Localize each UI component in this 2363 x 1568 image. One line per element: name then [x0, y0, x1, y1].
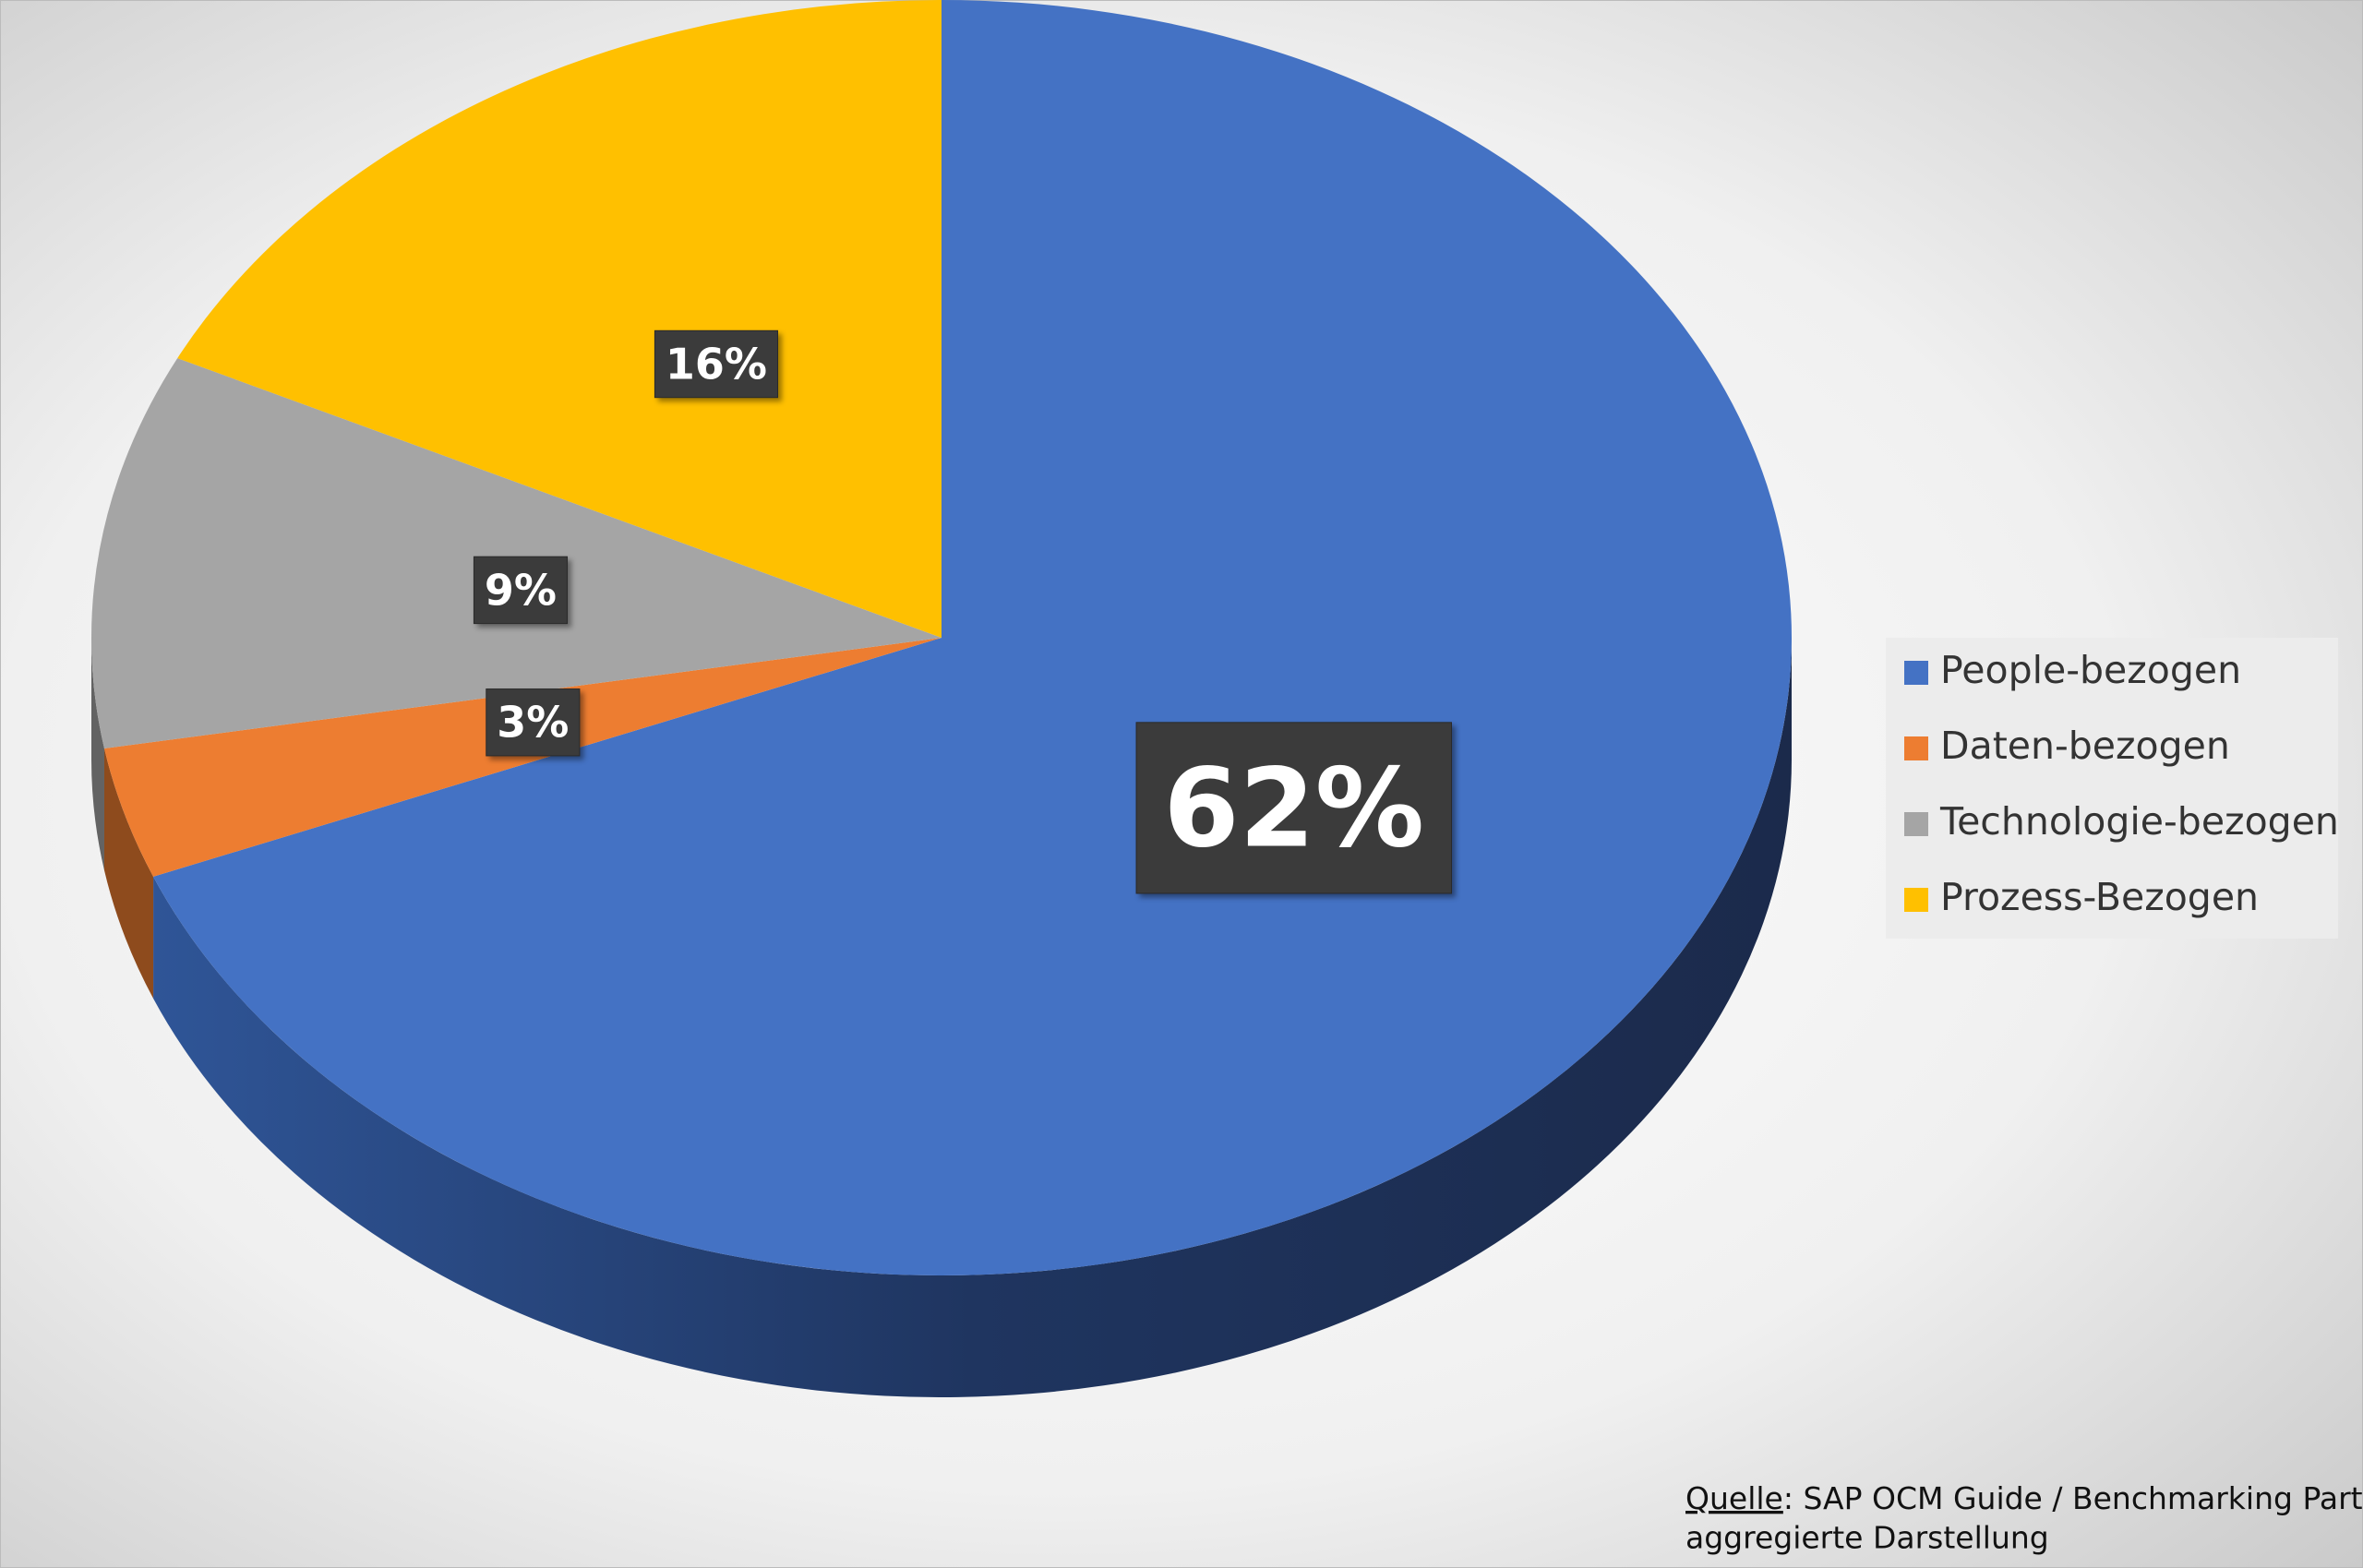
source-label: Quelle — [1685, 1480, 1783, 1516]
legend-swatch — [1904, 812, 1928, 836]
data-label: 3% — [497, 698, 569, 748]
legend-label: Prozess-Bezogen — [1940, 875, 2259, 919]
source-note: aggregierte Darstellung — [1685, 1520, 2049, 1556]
legend: People-bezogen Daten-bezogen Technologie-b… — [1904, 648, 2339, 919]
legend-label: People-bezogen — [1940, 648, 2241, 692]
slice — [177, 0, 942, 638]
source: Quelle: SAP OCM Guide / Benchmarking Par… — [1685, 1480, 2363, 1516]
data-label-box — [473, 556, 569, 625]
pie: 62% 3% 9% 16% — [90, 0, 1793, 1398]
data-label: 9% — [485, 565, 557, 615]
legend-label: Daten-bezogen — [1940, 724, 2230, 768]
data-label: 62% — [1164, 744, 1424, 871]
legend-label: Technologie-bezogen — [1939, 799, 2339, 844]
slice — [153, 0, 1793, 1275]
data-label-box — [654, 329, 779, 399]
slice-side — [153, 638, 1793, 1398]
data-label: 16% — [666, 339, 767, 389]
slice — [90, 358, 942, 748]
slice — [103, 638, 942, 877]
slice-side — [91, 638, 104, 870]
slice-side — [103, 748, 154, 999]
data-label-box — [1135, 722, 1452, 894]
legend-swatch — [1904, 661, 1928, 685]
source-text: : SAP OCM Guide / Benchmarking Partners — [1783, 1480, 2363, 1516]
legend-box — [1886, 638, 2338, 939]
legend-swatch — [1904, 888, 1928, 912]
data-label-box — [486, 688, 581, 757]
legend-swatch — [1904, 736, 1928, 760]
